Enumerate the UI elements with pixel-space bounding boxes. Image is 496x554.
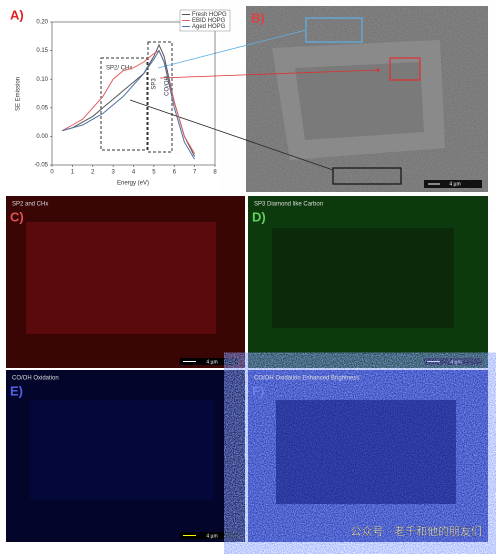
series-line — [61, 49, 196, 154]
y-tick-label: 0.10 — [36, 77, 48, 83]
scale-bg — [424, 358, 482, 365]
connector — [159, 69, 379, 79]
region-box — [100, 57, 148, 151]
panel-letter: E) — [10, 383, 23, 398]
panel-letter: D) — [252, 209, 266, 224]
x-tick-label: 5 — [152, 170, 156, 176]
x-tick-label: 2 — [91, 170, 95, 176]
legend-label: EBID HOPG — [192, 18, 226, 24]
panel-letter: B) — [251, 10, 265, 25]
panel-f: CO/OH Oxidation Enhanced Brightness F) — [248, 370, 488, 542]
scale-bg — [180, 358, 238, 365]
scale-label: 4 µm — [206, 533, 217, 539]
scale-bg — [180, 532, 238, 539]
x-tick-label: 7 — [193, 170, 197, 176]
panel-d: 4 µm SP3 Diamond like Carbon D) — [248, 196, 488, 368]
roi-red — [389, 57, 421, 81]
roi-black — [332, 167, 402, 185]
panel-letter: A) — [10, 7, 24, 22]
legend-label: Fresh HOPG — [192, 12, 227, 18]
x-axis-label: Energy (eV) — [117, 181, 149, 187]
map-region — [26, 222, 216, 334]
x-tick-label: 3 — [111, 170, 115, 176]
map-region — [30, 400, 214, 500]
x-tick-label: 6 — [173, 170, 177, 176]
x-tick-label: 8 — [213, 170, 217, 176]
y-tick-label: 0.20 — [36, 20, 48, 26]
y-tick-label: 0.05 — [36, 105, 48, 111]
scale-bg — [424, 180, 482, 188]
y-tick-label: 0.15 — [36, 48, 48, 54]
panel-title: CO/OH Oxidation Enhanced Brightness — [254, 376, 359, 382]
region-box — [147, 41, 173, 153]
chart-a: -0.05 0.00 0.05 0.10 0.15 0.20 0 1 2 3 4 5 6 7 8 Fresh … — [34, 9, 231, 176]
annotation: SP3 — [152, 78, 158, 90]
scale-label: 4 µm — [449, 181, 460, 187]
sem-inner — [295, 62, 424, 140]
watermark: 公众号 · 老千和他的朋友们 — [351, 524, 483, 538]
map-region — [276, 400, 456, 504]
panel-letter: F) — [252, 383, 264, 398]
x-tick-label: 4 — [132, 170, 136, 176]
panel-c: 4 µm SP2 and CHx C) — [6, 196, 245, 368]
panel-title: CO/OH Oxidation — [12, 376, 59, 382]
connector — [129, 99, 334, 171]
legend-box — [179, 9, 231, 32]
panel-letter: C) — [10, 209, 24, 224]
scale-label: 4 µm — [206, 359, 217, 365]
x-tick-label: 0 — [50, 170, 54, 176]
scale-label: 4 µm — [450, 359, 461, 365]
panel-b: 4 µm B) — [246, 6, 488, 192]
panel-e: 4 µm CO/OH Oxidation E) — [6, 370, 245, 542]
connector — [157, 29, 307, 69]
legend-label: Aged HOPG — [192, 24, 226, 30]
y-axis-label: SE Emission — [16, 77, 22, 111]
panel-title: SP3 Diamond like Carbon — [254, 202, 323, 208]
y-tick-label: -0.05 — [34, 163, 48, 169]
annotation: SP2/ CHx — [106, 66, 132, 72]
map-region — [272, 228, 454, 328]
x-tick-label: 1 — [71, 170, 75, 176]
y-tick-label: 0.00 — [36, 134, 48, 140]
annotation: CO/OH — [165, 76, 171, 96]
panel-title: SP2 and CHx — [12, 202, 48, 208]
series-line — [62, 49, 196, 160]
